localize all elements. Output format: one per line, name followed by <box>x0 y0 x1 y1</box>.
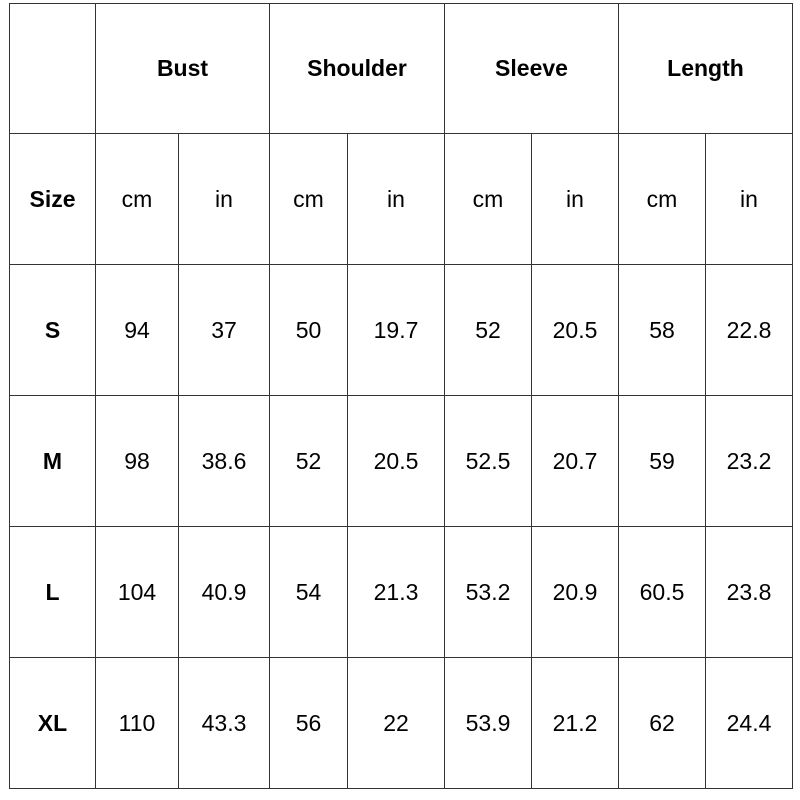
table-row: S 94 37 50 19.7 52 20.5 58 22.8 <box>9 264 793 396</box>
size-cell: S <box>9 264 96 396</box>
value-cell: 24.4 <box>705 657 793 789</box>
value-cell: 52.5 <box>444 395 532 527</box>
unit-header: cm <box>444 133 532 265</box>
value-cell: 110 <box>95 657 179 789</box>
corner-cell <box>9 3 96 134</box>
value-cell: 20.7 <box>531 395 619 527</box>
size-cell: M <box>9 395 96 527</box>
group-header-sleeve: Sleeve <box>444 3 619 134</box>
value-cell: 19.7 <box>347 264 445 396</box>
value-cell: 52 <box>444 264 532 396</box>
unit-header: in <box>178 133 270 265</box>
value-cell: 58 <box>618 264 706 396</box>
table-row: XL 110 43.3 56 22 53.9 21.2 62 24.4 <box>9 657 793 789</box>
value-cell: 23.8 <box>705 526 793 658</box>
value-cell: 37 <box>178 264 270 396</box>
value-cell: 53.2 <box>444 526 532 658</box>
value-cell: 38.6 <box>178 395 270 527</box>
value-cell: 40.9 <box>178 526 270 658</box>
size-header: Size <box>9 133 96 265</box>
value-cell: 53.9 <box>444 657 532 789</box>
unit-header: in <box>347 133 445 265</box>
value-cell: 20.5 <box>531 264 619 396</box>
table-row: L 104 40.9 54 21.3 53.2 20.9 60.5 23.8 <box>9 526 793 658</box>
unit-header: cm <box>95 133 179 265</box>
size-chart-table: Bust Shoulder Sleeve Length Size cm in c… <box>9 3 793 789</box>
value-cell: 52 <box>269 395 348 527</box>
unit-header: cm <box>618 133 706 265</box>
value-cell: 62 <box>618 657 706 789</box>
value-cell: 20.5 <box>347 395 445 527</box>
size-cell: L <box>9 526 96 658</box>
value-cell: 21.2 <box>531 657 619 789</box>
unit-header: in <box>531 133 619 265</box>
value-cell: 21.3 <box>347 526 445 658</box>
header-row-units: Size cm in cm in cm in cm in <box>9 133 793 265</box>
value-cell: 43.3 <box>178 657 270 789</box>
group-header-bust: Bust <box>95 3 270 134</box>
value-cell: 23.2 <box>705 395 793 527</box>
unit-header: in <box>705 133 793 265</box>
size-cell: XL <box>9 657 96 789</box>
group-header-length: Length <box>618 3 793 134</box>
group-header-shoulder: Shoulder <box>269 3 445 134</box>
value-cell: 94 <box>95 264 179 396</box>
value-cell: 50 <box>269 264 348 396</box>
value-cell: 59 <box>618 395 706 527</box>
value-cell: 54 <box>269 526 348 658</box>
header-row-groups: Bust Shoulder Sleeve Length <box>9 3 793 134</box>
value-cell: 104 <box>95 526 179 658</box>
value-cell: 98 <box>95 395 179 527</box>
value-cell: 22 <box>347 657 445 789</box>
value-cell: 22.8 <box>705 264 793 396</box>
value-cell: 20.9 <box>531 526 619 658</box>
value-cell: 56 <box>269 657 348 789</box>
value-cell: 60.5 <box>618 526 706 658</box>
table-row: M 98 38.6 52 20.5 52.5 20.7 59 23.2 <box>9 395 793 527</box>
unit-header: cm <box>269 133 348 265</box>
